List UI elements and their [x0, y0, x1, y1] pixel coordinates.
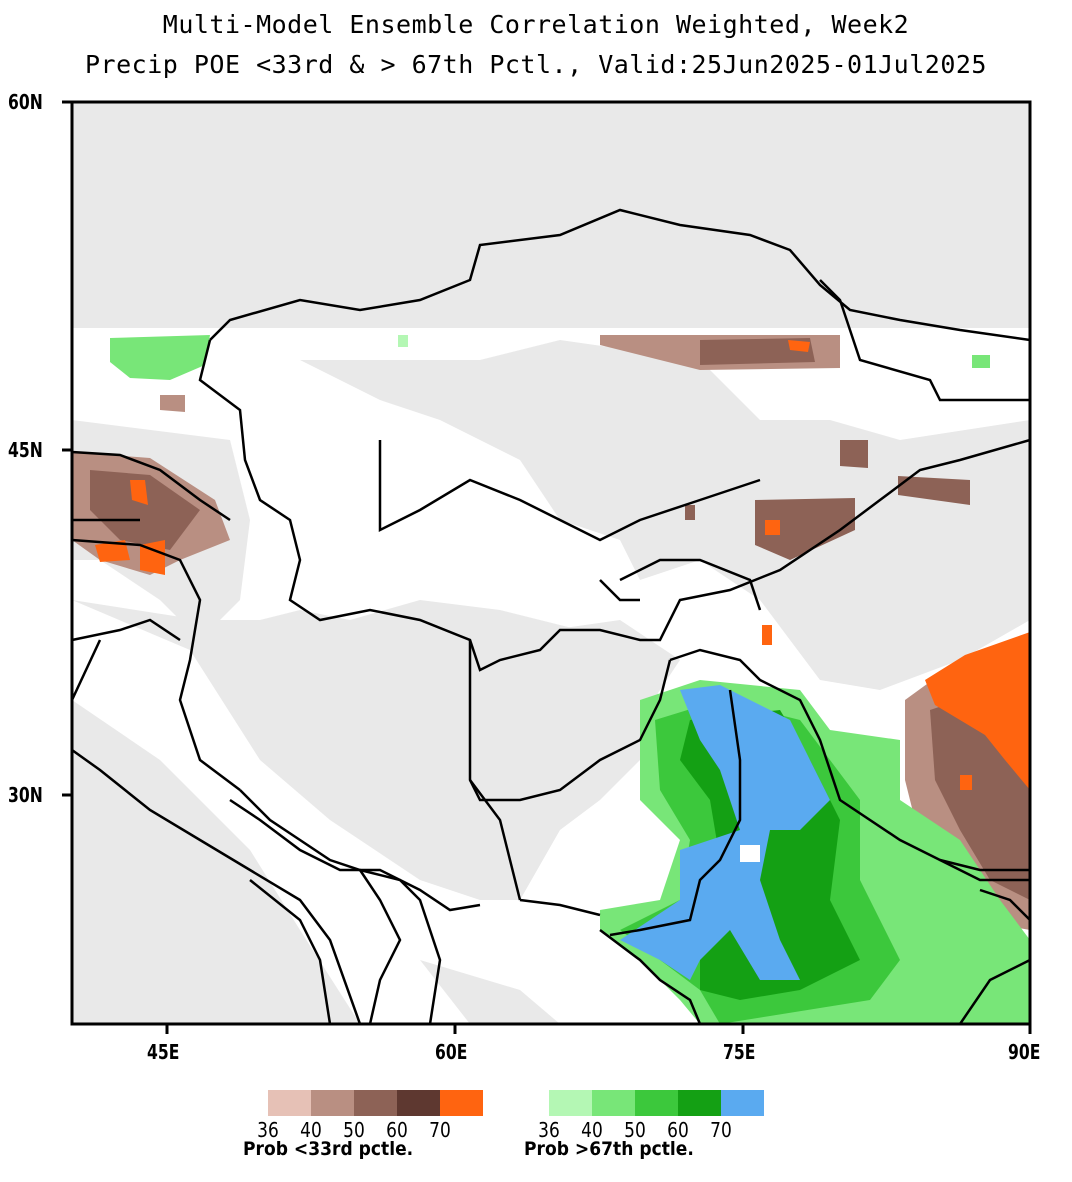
lat-label-60n: 60N [8, 90, 43, 114]
legend-below-tick-36: 36 [257, 1118, 279, 1142]
map-frame [70, 100, 1032, 1026]
legend-below-tick-60: 60 [386, 1118, 408, 1142]
lon-label-60e: 60E [435, 1040, 468, 1064]
legend-above-tick-40: 40 [581, 1118, 603, 1142]
legend-below-normal: 36 40 50 60 70 Prob <33rd pctle. [243, 1090, 483, 1160]
legend-below-tick-40: 40 [300, 1118, 322, 1142]
lon-label-45e: 45E [147, 1040, 180, 1064]
legend-above-swatch-50 [635, 1090, 678, 1116]
country-borders [70, 208, 1031, 1025]
legend-below-swatch-70 [440, 1090, 483, 1116]
map-title-line2: Precip POE <33rd & > 67th Pctl., Valid:2… [85, 50, 987, 79]
below-normal-areas [72, 335, 1030, 930]
coastlines [72, 518, 1031, 1025]
legend-below-swatch-36 [268, 1090, 311, 1116]
legend-above-tick-50: 50 [624, 1118, 646, 1142]
legend-above-caption: Prob >67th pctle. [524, 1138, 694, 1160]
lon-label-75e: 75E [723, 1040, 756, 1064]
map-title-line1: Multi-Model Ensemble Correlation Weighte… [162, 10, 910, 39]
legend-below-swatch-60 [397, 1090, 440, 1116]
legend-below-swatch-50 [354, 1090, 397, 1116]
lat-label-45n: 45N [8, 438, 43, 462]
legend-above-normal: 36 40 50 60 70 Prob >67th pctle. [524, 1090, 764, 1160]
no-data-region-north [72, 102, 1030, 328]
legend-below-tick-70: 70 [429, 1118, 451, 1142]
legend-above-tick-36: 36 [538, 1118, 560, 1142]
legend-below-tick-50: 50 [343, 1118, 365, 1142]
legend-above-swatch-70 [721, 1090, 764, 1116]
legend-above-tick-60: 60 [667, 1118, 689, 1142]
no-signal-areas [72, 340, 1030, 1024]
lat-label-30n: 30N [8, 783, 43, 807]
legend-below-caption: Prob <33rd pctle. [243, 1138, 414, 1160]
legend-above-swatch-36 [549, 1090, 592, 1116]
axis-ticks [62, 100, 1032, 1034]
legend-below-swatch-40 [311, 1090, 354, 1116]
legend-above-swatch-40 [592, 1090, 635, 1116]
legend-above-tick-70: 70 [710, 1118, 732, 1142]
lon-label-90e: 90E [1008, 1040, 1041, 1064]
above-normal-areas [110, 335, 1030, 1024]
legend-above-swatch-60 [678, 1090, 721, 1116]
